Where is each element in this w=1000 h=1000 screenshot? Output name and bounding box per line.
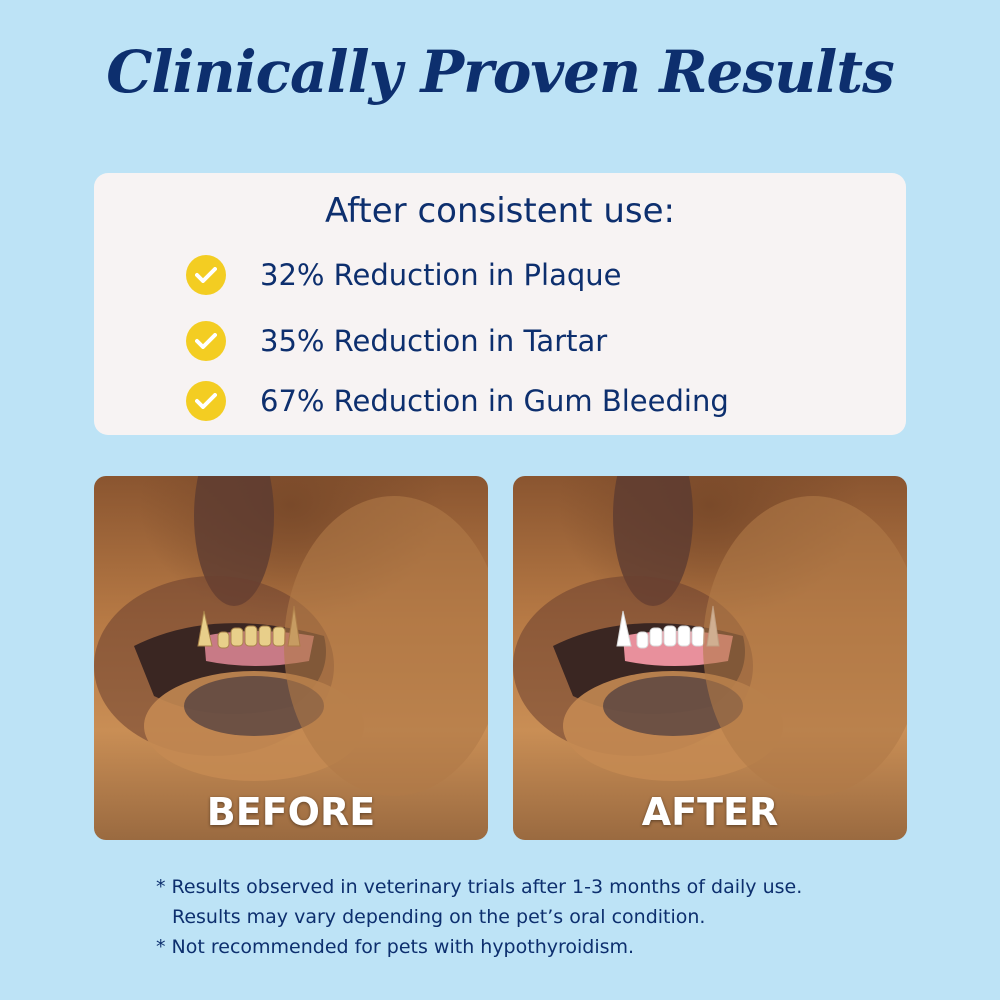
footnote-trials: * Results observed in veterinary trials … [156, 876, 803, 898]
before-label: BEFORE [206, 790, 376, 834]
footnote-vary: Results may vary depending on the pet’s … [172, 906, 706, 928]
before-photo: BEFORE [94, 476, 488, 840]
stat-row-tartar: 35% Reduction in Tartar [186, 319, 607, 363]
stat-row-plaque: 32% Reduction in Plaque [186, 253, 621, 297]
stat-text: 35% Reduction in Tartar [260, 324, 608, 358]
dog-mouth-illustration [513, 476, 907, 796]
card-heading: After consistent use: [325, 191, 675, 231]
check-circle-icon [186, 321, 226, 361]
stat-text: 32% Reduction in Plaque [260, 258, 622, 292]
after-label: AFTER [641, 790, 779, 834]
after-photo: AFTER [513, 476, 907, 840]
dog-mouth-illustration [94, 476, 488, 796]
check-circle-icon [186, 381, 226, 421]
check-circle-icon [186, 255, 226, 295]
footnote-hypothyroidism: * Not recommended for pets with hypothyr… [156, 936, 635, 958]
page-title: Clinically Proven Results [106, 38, 895, 106]
stat-row-gum-bleeding: 67% Reduction in Gum Bleeding [186, 379, 729, 423]
stat-text: 67% Reduction in Gum Bleeding [260, 384, 729, 418]
results-card: After consistent use: 32% Reduction in P… [94, 173, 906, 435]
